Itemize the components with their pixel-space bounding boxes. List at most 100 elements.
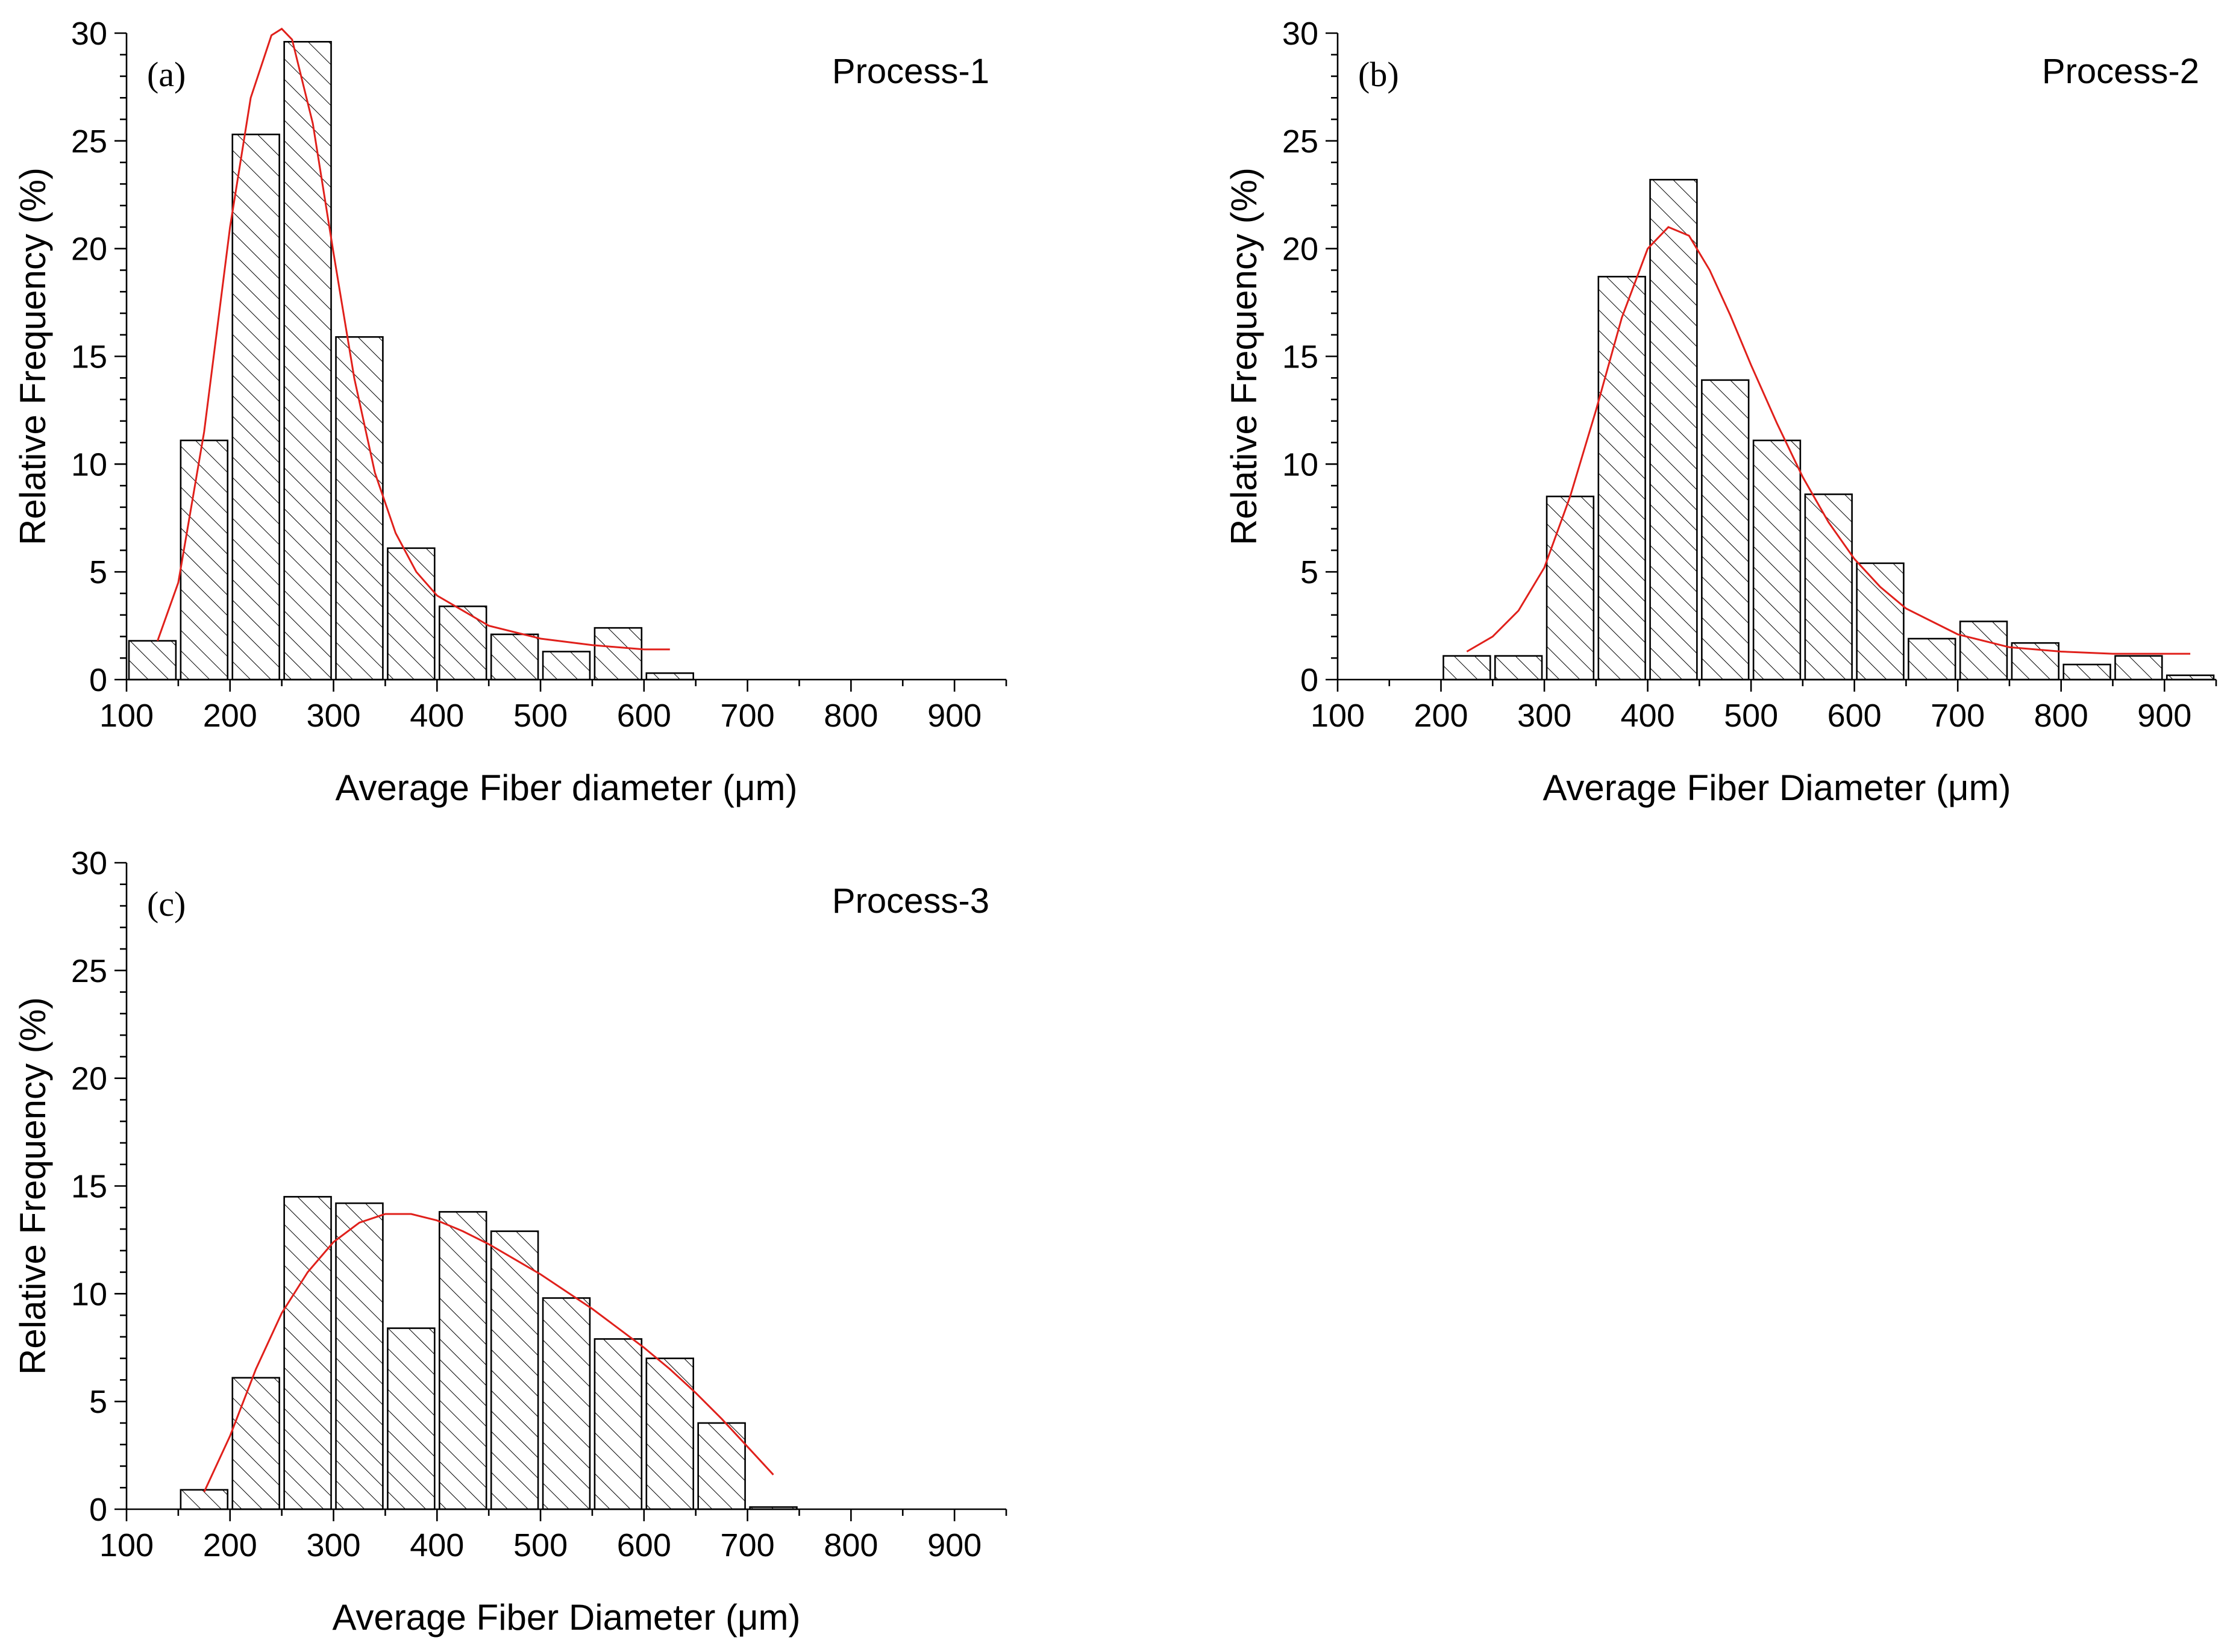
y-axis-label: Relative Frequency (%) [1224, 167, 1264, 545]
y-axis-label: Relative Frequency (%) [13, 997, 53, 1375]
x-tick-label: 200 [203, 1527, 257, 1563]
fit-curve [203, 1213, 774, 1493]
x-tick-label: 600 [617, 698, 671, 734]
bar-525 [542, 651, 591, 681]
y-axis-label: Relative Frequency (%) [13, 167, 53, 545]
x-axis-label: Average Fiber Diameter (μm) [1542, 768, 2011, 808]
x-tick-label: 600 [1827, 698, 1882, 734]
bar-575 [1804, 493, 1853, 681]
y-tick-label: 15 [71, 1169, 107, 1205]
bar-175 [180, 439, 229, 681]
panel-title: Process-2 [2042, 52, 2199, 91]
bar-375 [387, 547, 436, 681]
panel-letter: (a) [147, 55, 186, 94]
x-tick-label: 500 [513, 698, 568, 734]
y-tick-label: 5 [89, 554, 107, 590]
bar-675 [697, 1422, 746, 1510]
panel-title: Process-1 [832, 52, 989, 91]
bar-425 [438, 1211, 487, 1510]
x-tick-label: 300 [1517, 698, 1571, 734]
panel-letter: (c) [147, 884, 186, 924]
bar-825 [2062, 663, 2111, 681]
x-tick-label: 400 [1621, 698, 1675, 734]
panel-letter: (b) [1358, 55, 1399, 94]
bar-475 [490, 633, 539, 681]
bar-275 [283, 1196, 332, 1510]
y-tick-label: 10 [71, 1276, 107, 1312]
bar-225 [1442, 655, 1491, 681]
panel-title: Process-3 [832, 881, 989, 921]
x-tick-label: 900 [927, 1527, 982, 1563]
y-tick-label: 30 [1282, 16, 1318, 52]
bar-575 [593, 627, 643, 681]
bar-275 [283, 41, 332, 681]
y-tick-label: 25 [71, 953, 107, 989]
fit-curve [157, 27, 670, 651]
bar-375 [387, 1327, 436, 1510]
x-axis-label: Average Fiber diameter (μm) [335, 768, 797, 808]
bar-525 [542, 1297, 591, 1510]
bar-225 [231, 1377, 280, 1510]
x-tick-label: 100 [99, 1527, 154, 1563]
bar-425 [438, 605, 487, 681]
y-tick-label: 0 [1300, 662, 1318, 698]
bar-725 [1959, 621, 2008, 681]
y-tick-label: 0 [89, 662, 107, 698]
x-tick-label: 800 [824, 698, 878, 734]
y-tick-label: 5 [1300, 554, 1318, 590]
x-tick-label: 100 [1311, 698, 1365, 734]
bar-625 [645, 672, 695, 681]
y-tick-label: 20 [71, 231, 107, 268]
axes: 0 5 10 15 20 25 30 100 200 300 400 500 600 700 800 900 [71, 845, 1007, 1563]
bar-225 [231, 133, 280, 681]
x-tick-label: 100 [99, 698, 154, 734]
bar-575 [593, 1338, 643, 1510]
y-tick-label: 15 [71, 339, 107, 375]
bar-375 [1597, 275, 1646, 681]
y-tick-label: 15 [1282, 339, 1318, 375]
x-tick-label: 200 [203, 698, 257, 734]
y-tick-label: 20 [1282, 231, 1318, 268]
fit-curve [1466, 226, 2191, 655]
bar-425 [1649, 178, 1698, 681]
x-tick-label: 500 [1724, 698, 1778, 734]
x-axis-label: Average Fiber Diameter (μm) [332, 1597, 800, 1638]
y-tick-label: 25 [71, 124, 107, 160]
x-tick-label: 800 [2034, 698, 2088, 734]
bar-675 [1908, 637, 1956, 681]
bar-325 [335, 336, 384, 681]
x-tick-label: 800 [824, 1527, 878, 1563]
y-tick-label: 30 [71, 16, 107, 52]
x-tick-label: 400 [410, 698, 464, 734]
bars [1442, 178, 2215, 681]
y-tick-label: 0 [89, 1492, 107, 1528]
bar-875 [2114, 655, 2163, 681]
bar-325 [1546, 495, 1595, 681]
y-tick-label: 10 [1282, 446, 1318, 483]
y-tick-label: 25 [1282, 124, 1318, 160]
x-tick-label: 200 [1414, 698, 1468, 734]
x-tick-label: 500 [513, 1527, 568, 1563]
axes: 0 5 10 15 20 25 30 100 200 300 400 500 600 700 800 900 [71, 16, 1007, 734]
bars [180, 1196, 798, 1510]
bar-175 [180, 1489, 229, 1510]
x-tick-label: 900 [927, 698, 982, 734]
x-tick-label: 600 [617, 1527, 671, 1563]
bar-625 [1856, 562, 1905, 681]
bar-325 [335, 1202, 384, 1510]
bar-275 [1494, 655, 1543, 681]
x-tick-label: 700 [1931, 698, 1985, 734]
bar-475 [1701, 379, 1750, 681]
x-tick-label: 900 [2137, 698, 2191, 734]
axes: 0 5 10 15 20 25 30 100 200 300 400 500 600 700 800 900 [1282, 16, 2217, 734]
x-tick-label: 700 [721, 698, 775, 734]
y-tick-label: 10 [71, 446, 107, 483]
y-tick-label: 30 [71, 845, 107, 881]
bars [128, 41, 695, 681]
x-tick-label: 300 [306, 698, 360, 734]
